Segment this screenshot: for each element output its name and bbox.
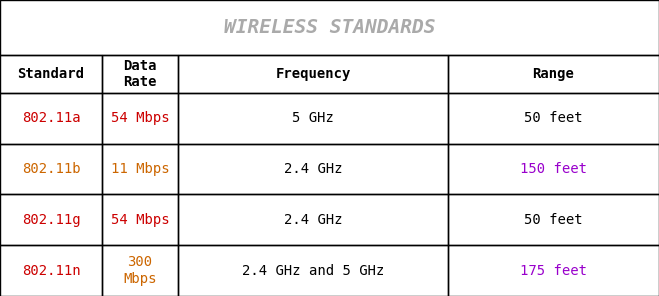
Bar [178, 245, 448, 296]
Text: 11 Mbps: 11 Mbps [111, 162, 169, 176]
Bar [102, 194, 178, 245]
Bar [448, 93, 659, 144]
Text: 50 feet: 50 feet [525, 111, 583, 125]
Text: 300
Mbps: 300 Mbps [123, 255, 157, 286]
Bar [448, 245, 659, 296]
Text: Frequency: Frequency [275, 67, 351, 81]
Text: 2.4 GHz: 2.4 GHz [284, 213, 342, 227]
Text: 50 feet: 50 feet [525, 213, 583, 227]
Text: 175 feet: 175 feet [520, 263, 587, 278]
Text: 54 Mbps: 54 Mbps [111, 111, 169, 125]
Text: 802.11g: 802.11g [22, 213, 80, 227]
Bar [102, 245, 178, 296]
Text: Standard: Standard [18, 67, 84, 81]
Bar [178, 144, 448, 194]
Text: Range: Range [532, 67, 575, 81]
Text: WIRELESS STANDARDS: WIRELESS STANDARDS [224, 18, 435, 37]
Text: 2.4 GHz: 2.4 GHz [284, 162, 342, 176]
Bar [178, 194, 448, 245]
Bar [0, 194, 102, 245]
Bar [102, 93, 178, 144]
Bar [0, 55, 102, 93]
Bar [102, 144, 178, 194]
Text: Data
Rate: Data Rate [123, 59, 157, 89]
Bar [0, 0, 659, 55]
Bar [0, 245, 102, 296]
Text: 5 GHz: 5 GHz [292, 111, 334, 125]
Text: 802.11b: 802.11b [22, 162, 80, 176]
Bar [0, 144, 102, 194]
Bar [448, 194, 659, 245]
Bar [178, 93, 448, 144]
Bar [102, 55, 178, 93]
Text: 2.4 GHz and 5 GHz: 2.4 GHz and 5 GHz [242, 263, 384, 278]
Text: 54 Mbps: 54 Mbps [111, 213, 169, 227]
Bar [448, 144, 659, 194]
Text: 150 feet: 150 feet [520, 162, 587, 176]
Bar [448, 55, 659, 93]
Bar [178, 55, 448, 93]
Text: 802.11a: 802.11a [22, 111, 80, 125]
Bar [0, 93, 102, 144]
Text: 802.11n: 802.11n [22, 263, 80, 278]
